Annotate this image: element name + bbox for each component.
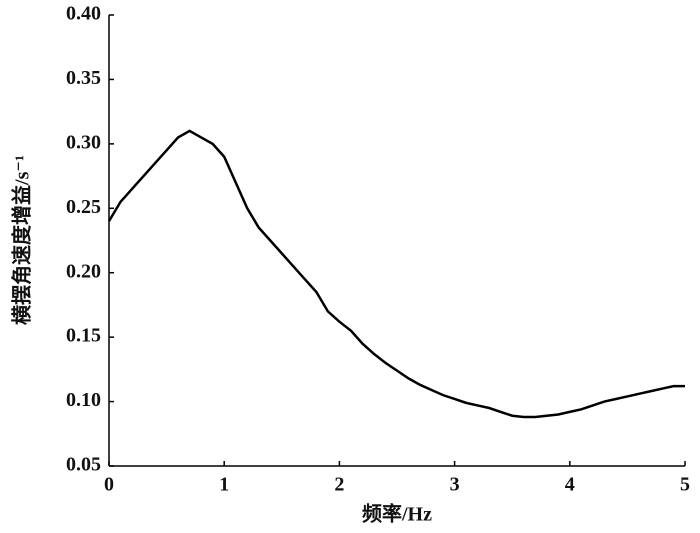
x-tick-label: 5 [680, 474, 690, 496]
y-tick-label: 0.05 [66, 454, 101, 476]
y-tick-label: 0.10 [66, 389, 101, 411]
x-tick-label: 4 [565, 474, 575, 496]
y-tick-label: 0.25 [66, 196, 101, 218]
y-axis-label: 横摆角速度增益/s⁻¹ [10, 155, 34, 325]
x-tick-label: 0 [104, 474, 114, 496]
y-tick-label: 0.40 [66, 3, 101, 25]
data-line [107, 129, 685, 419]
x-axis-label: 频率/Hz [362, 502, 432, 526]
x-tick-label: 1 [219, 474, 229, 496]
x-tick-label: 2 [334, 474, 344, 496]
x-tick-label: 3 [450, 474, 460, 496]
y-tick-label: 0.20 [66, 260, 101, 282]
y-tick-label: 0.30 [66, 131, 101, 153]
y-tick-label: 0.15 [66, 325, 101, 347]
y-tick-label: 0.35 [66, 67, 101, 89]
